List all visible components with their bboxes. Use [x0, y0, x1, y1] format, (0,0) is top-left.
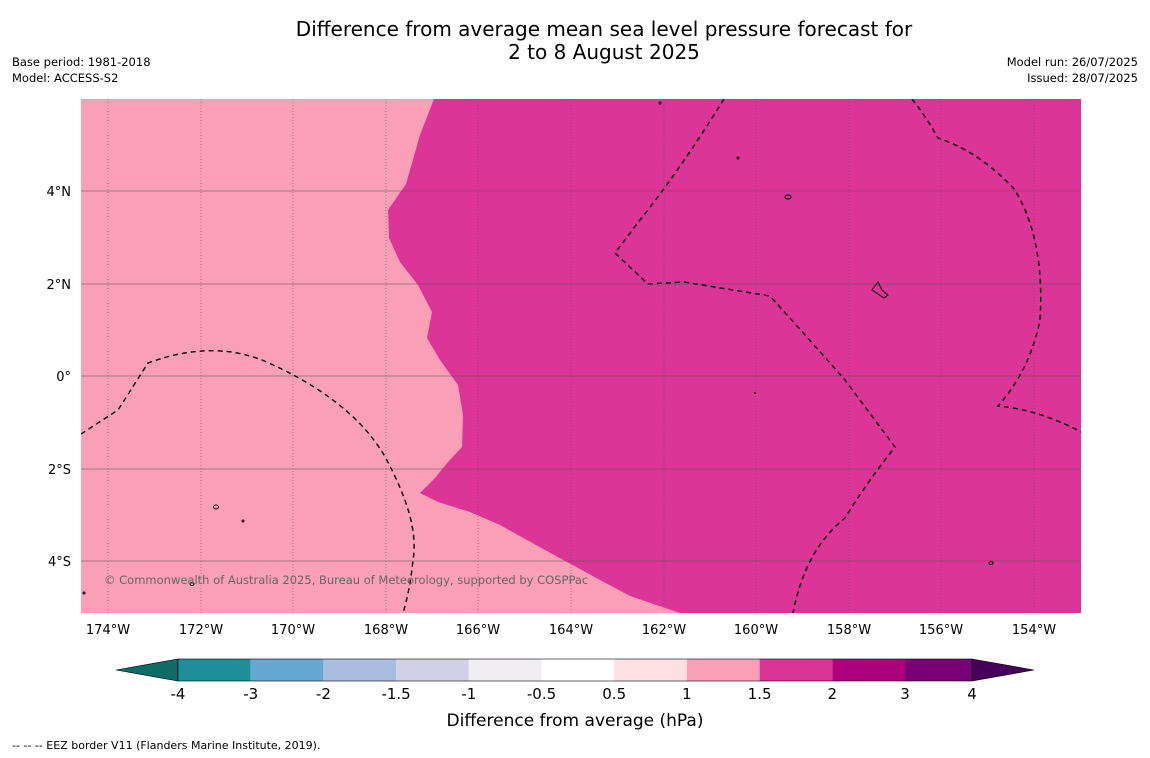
lon-tick-label: 158°W	[827, 623, 871, 638]
lon-tick-label: 170°W	[271, 623, 315, 638]
lon-tick-label: 172°W	[179, 623, 223, 638]
lat-tick-label: 0°	[56, 370, 71, 385]
lon-tick-label: 160°W	[734, 623, 778, 638]
colorbar-tick-label: -3	[243, 685, 258, 703]
colorbar-tick-label: 0.5	[602, 685, 626, 703]
lon-tick-labels: 174°W 172°W 170°W 168°W 166°W 164°W 162°…	[86, 623, 1056, 638]
colorbar-tick-label: -0.5	[527, 685, 556, 703]
lon-tick-label: 162°W	[642, 623, 686, 638]
colorbar-extend-high	[971, 658, 1035, 682]
lat-tick-label: 2°S	[48, 463, 71, 478]
colorbar-tick-label: -1.5	[381, 685, 410, 703]
colorbar-tick-label: 1	[682, 685, 692, 703]
colorbar-tick-label: 2	[828, 685, 838, 703]
lon-tick-label: 168°W	[364, 623, 408, 638]
meta-right: Model run: 26/07/2025 Issued: 28/07/2025	[1007, 54, 1138, 86]
lon-tick-label: 164°W	[549, 623, 593, 638]
graticule	[81, 99, 1081, 613]
colorbar-segment	[832, 659, 905, 681]
model-run: Model run: 26/07/2025	[1006, 55, 1138, 69]
meta-left: Base period: 1981-2018 Model: ACCESS-S2	[12, 54, 151, 86]
colorbar-tick-label: 3	[900, 685, 910, 703]
colorbar-segment	[541, 659, 615, 681]
colorbar-tick-label: 4	[967, 685, 977, 703]
lat-tick-label: 2°N	[47, 278, 72, 293]
islands	[82, 101, 994, 595]
colorbar-label: Difference from average (hPa)	[447, 711, 704, 731]
issued-date: Issued: 28/07/2025	[1027, 71, 1138, 85]
colorbar-segment	[323, 659, 397, 681]
chart-title: Difference from average mean sea level p…	[0, 18, 1150, 64]
lon-tick-label: 154°W	[1012, 623, 1056, 638]
colorbar-segment	[686, 659, 760, 681]
colorbar-tick-label: -1	[461, 685, 476, 703]
colorbar-segment	[250, 659, 324, 681]
colorbar-tick-label: -2	[316, 685, 331, 703]
lon-tick-label: 156°W	[919, 623, 963, 638]
lat-tick-label: 4°N	[47, 185, 72, 200]
colorbar-tick-label: -4	[171, 685, 186, 703]
eez-borders	[81, 99, 1081, 613]
colorbar: -4 -3 -2 -1.5 -1 -0.5 0.5 1 1.5 2 3 4 Di…	[115, 658, 1035, 731]
colorbar-segment	[178, 659, 251, 681]
model-name: Model: ACCESS-S2	[12, 71, 119, 85]
lon-tick-label: 174°W	[86, 623, 130, 638]
colorbar-tick-labels: -4 -3 -2 -1.5 -1 -0.5 0.5 1 1.5 2 3 4	[171, 685, 977, 703]
high-anomaly-region	[388, 99, 1081, 613]
title-line-2: 2 to 8 August 2025	[508, 40, 700, 64]
colorbar-segment	[614, 659, 687, 681]
lat-tick-label: 4°S	[48, 555, 71, 570]
eez-legend-note: -- -- -- EEZ border V11 (Flanders Marine…	[12, 739, 321, 752]
colorbar-segment	[396, 659, 469, 681]
base-period: Base period: 1981-2018	[12, 55, 151, 69]
colorbar-segment	[759, 659, 833, 681]
colorbar-tick-label: 1.5	[748, 685, 772, 703]
title-line-1: Difference from average mean sea level p…	[295, 17, 913, 41]
lat-tick-labels: 4°N 2°N 0° 2°S 4°S	[47, 185, 72, 570]
colorbar-segment	[905, 659, 972, 681]
colorbar-extend-low	[115, 658, 179, 682]
copyright-notice: © Commonwealth of Australia 2025, Bureau…	[104, 573, 588, 587]
colorbar-segment	[468, 659, 542, 681]
lon-tick-label: 166°W	[456, 623, 500, 638]
